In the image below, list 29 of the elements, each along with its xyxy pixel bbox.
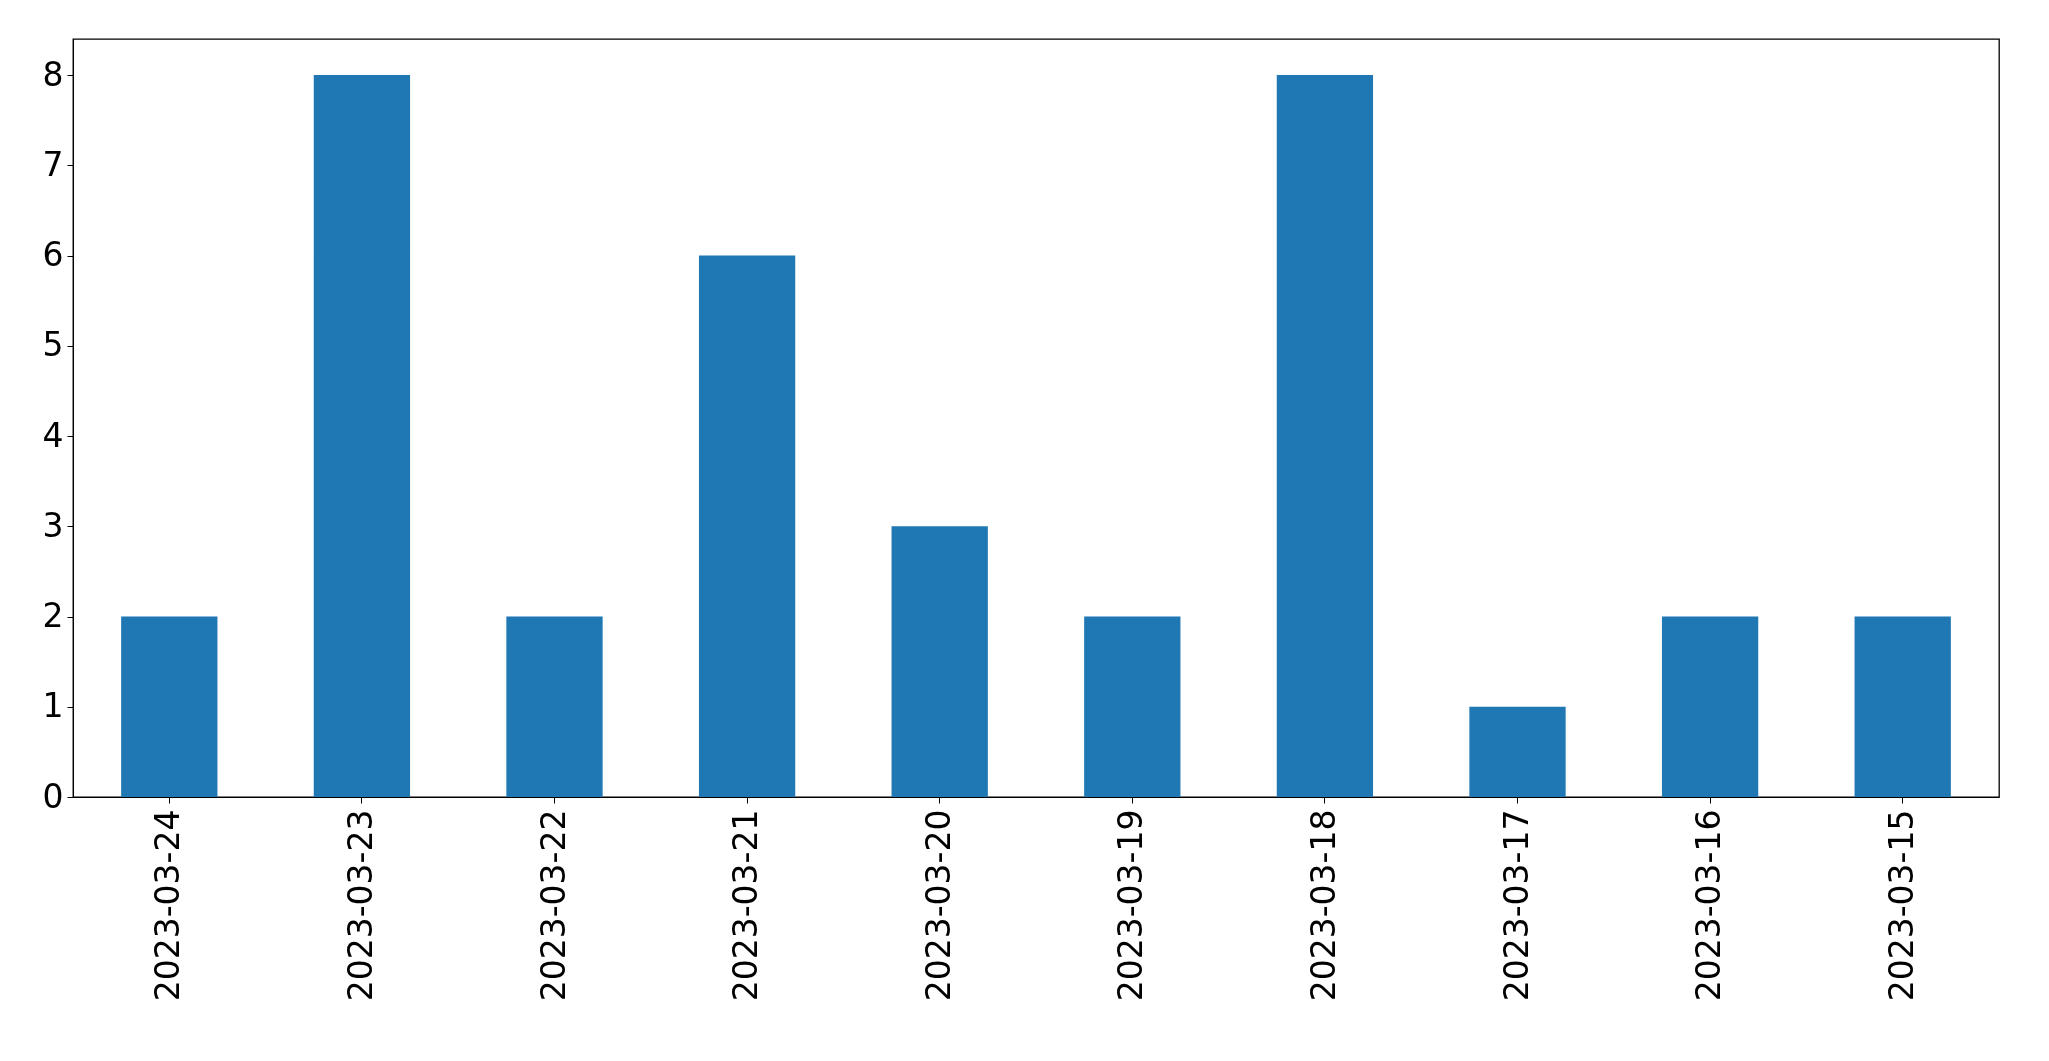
x-tick-label: 2023-03-17 xyxy=(1496,809,1536,1002)
bar xyxy=(1854,616,1951,797)
x-tick-label: 2023-03-24 xyxy=(148,809,188,1002)
x-tick-label: 2023-03-16 xyxy=(1689,809,1729,1002)
y-tick-label: 6 xyxy=(42,235,64,275)
bar xyxy=(506,616,603,797)
bar xyxy=(1469,706,1566,797)
bar xyxy=(891,526,988,797)
y-tick-label: 8 xyxy=(42,54,64,94)
bar xyxy=(1276,75,1374,797)
y-tick-label: 2 xyxy=(42,596,64,636)
bar xyxy=(313,75,411,797)
y-tick-label: 3 xyxy=(42,505,64,545)
x-tick-label: 2023-03-21 xyxy=(726,809,766,1002)
bar xyxy=(121,616,218,797)
bar xyxy=(698,255,796,797)
x-tick-label: 2023-03-15 xyxy=(1881,809,1921,1002)
y-tick-label: 4 xyxy=(42,415,64,455)
y-tick-label: 5 xyxy=(42,325,64,365)
x-tick-label: 2023-03-23 xyxy=(340,809,380,1002)
bar xyxy=(1084,616,1181,797)
y-tick-label: 0 xyxy=(42,776,64,816)
y-tick-label: 7 xyxy=(42,144,64,184)
x-tick-label: 2023-03-20 xyxy=(918,809,958,1002)
x-tick-label: 2023-03-19 xyxy=(1111,809,1151,1002)
x-tick-label: 2023-03-18 xyxy=(1303,809,1343,1002)
y-tick-label: 1 xyxy=(42,686,64,726)
x-tick-label: 2023-03-22 xyxy=(533,809,573,1002)
bar xyxy=(1661,616,1759,797)
